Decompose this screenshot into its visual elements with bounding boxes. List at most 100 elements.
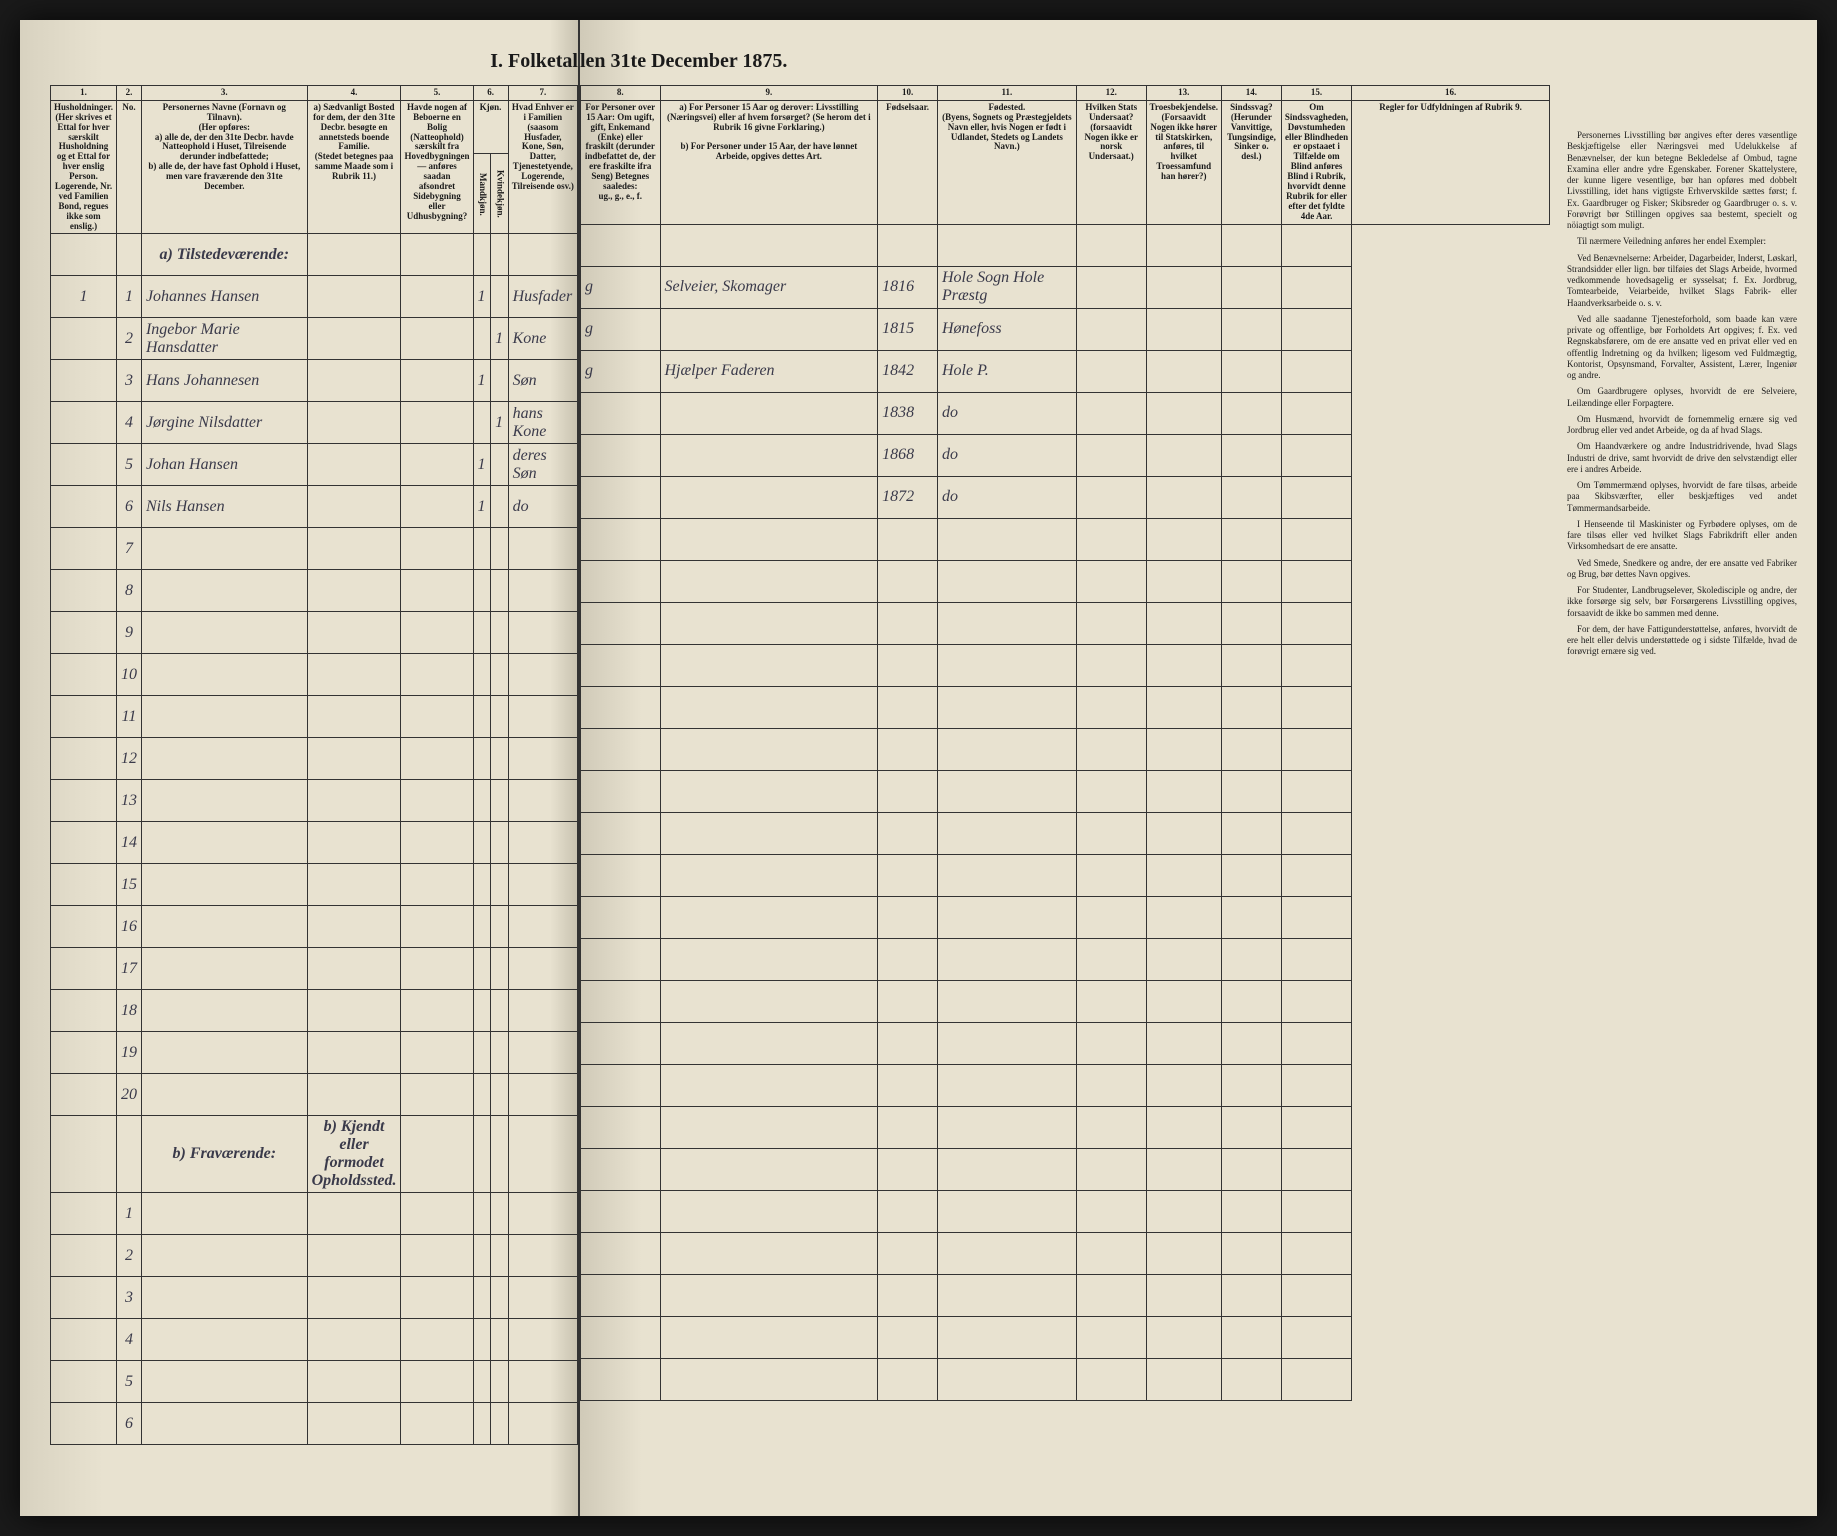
blank [660, 560, 878, 602]
person-num: 6 [116, 486, 141, 528]
blank [581, 1232, 661, 1274]
c7: Husfader [508, 276, 577, 318]
blank [1221, 1106, 1281, 1148]
blank [660, 896, 878, 938]
blank [660, 1232, 878, 1274]
blank [473, 1032, 491, 1074]
blank [878, 854, 938, 896]
blank [1221, 980, 1281, 1022]
blank [581, 1358, 661, 1400]
blank [878, 1148, 938, 1190]
blank [581, 1148, 661, 1190]
c5 [401, 402, 473, 444]
blank [508, 864, 577, 906]
c6b [491, 444, 509, 486]
blank [1076, 1190, 1146, 1232]
col-15: 15. [1281, 86, 1351, 101]
blank [937, 1190, 1076, 1232]
blank [581, 854, 661, 896]
h1-sub: (Her skrives et Ettal for hver særskilt … [55, 112, 111, 181]
c12 [1076, 392, 1146, 434]
table-row: 2 [51, 1235, 578, 1277]
table-row: 6Nils Hansen1do [51, 486, 578, 528]
blank [508, 528, 577, 570]
blank [1146, 644, 1221, 686]
blank [1221, 854, 1281, 896]
table-row: 1 [51, 1193, 578, 1235]
blank [508, 1074, 577, 1116]
table-row [581, 1064, 1550, 1106]
blank [1076, 938, 1146, 980]
c7: do [508, 486, 577, 528]
blank [508, 906, 577, 948]
blank [51, 1032, 117, 1074]
blank [401, 612, 473, 654]
blank [1221, 1022, 1281, 1064]
c9 [660, 434, 878, 476]
blank [473, 696, 491, 738]
blank [307, 234, 401, 276]
h1-note: Logerende, Nr. ved Familien Bond, regues… [55, 181, 112, 231]
blank [660, 1274, 878, 1316]
h10-text: Fødselsaar. [886, 102, 929, 112]
c4 [307, 444, 401, 486]
blank [508, 1361, 577, 1403]
c6b [491, 276, 509, 318]
blank [1281, 854, 1351, 896]
c15 [1281, 266, 1351, 308]
c11: do [937, 392, 1076, 434]
col-12: 12. [1076, 86, 1146, 101]
blank [307, 570, 401, 612]
blank [1146, 686, 1221, 728]
blank [1146, 1190, 1221, 1232]
c13 [1146, 308, 1221, 350]
blank [141, 1032, 307, 1074]
col-11: 11. [937, 86, 1076, 101]
person-num: 5 [116, 1361, 141, 1403]
table-row: 11 [51, 696, 578, 738]
c5 [401, 318, 473, 360]
c14 [1221, 308, 1281, 350]
blank [508, 234, 577, 276]
blank [660, 644, 878, 686]
left-page: I. Folketal 1. 2. 3. 4. 5. 6. 7. Hushold… [20, 20, 580, 1516]
blank [473, 528, 491, 570]
c14 [1221, 392, 1281, 434]
blank [1221, 1358, 1281, 1400]
table-row [581, 938, 1550, 980]
blank [51, 822, 117, 864]
blank [141, 1277, 307, 1319]
blank [51, 612, 117, 654]
page-title-left: I. Folketal [20, 20, 578, 83]
page-title-right: len 31te December 1875. [580, 20, 1817, 83]
hh-num [51, 444, 117, 486]
c6b: 1 [491, 318, 509, 360]
blank [491, 1235, 509, 1277]
h9a: a) For Personer 15 Aar og derover: Livss… [667, 102, 871, 132]
h12-title: Hvilken Stats Undersaat? [1085, 102, 1137, 122]
blank [508, 1235, 577, 1277]
blank [581, 560, 661, 602]
blank [581, 1316, 661, 1358]
blank [878, 602, 938, 644]
blank [1281, 686, 1351, 728]
name-cell: Ingebor Marie Hansdatter [141, 318, 307, 360]
blank [491, 612, 509, 654]
blank [141, 990, 307, 1032]
h13-title: Troesbekjendelse. [1150, 102, 1218, 112]
blank [508, 570, 577, 612]
h9: a) For Personer 15 Aar og derover: Livss… [660, 100, 878, 224]
c9: Hjælper Faderen [660, 350, 878, 392]
blank [660, 1190, 878, 1232]
blank [1221, 728, 1281, 770]
c13 [1146, 476, 1221, 518]
blank [401, 1361, 473, 1403]
person-num: 9 [116, 612, 141, 654]
blank [581, 602, 661, 644]
blank [1281, 1106, 1351, 1148]
blank [937, 854, 1076, 896]
blank [508, 1319, 577, 1361]
blank [937, 938, 1076, 980]
blank [1221, 1232, 1281, 1274]
table-row [581, 728, 1550, 770]
